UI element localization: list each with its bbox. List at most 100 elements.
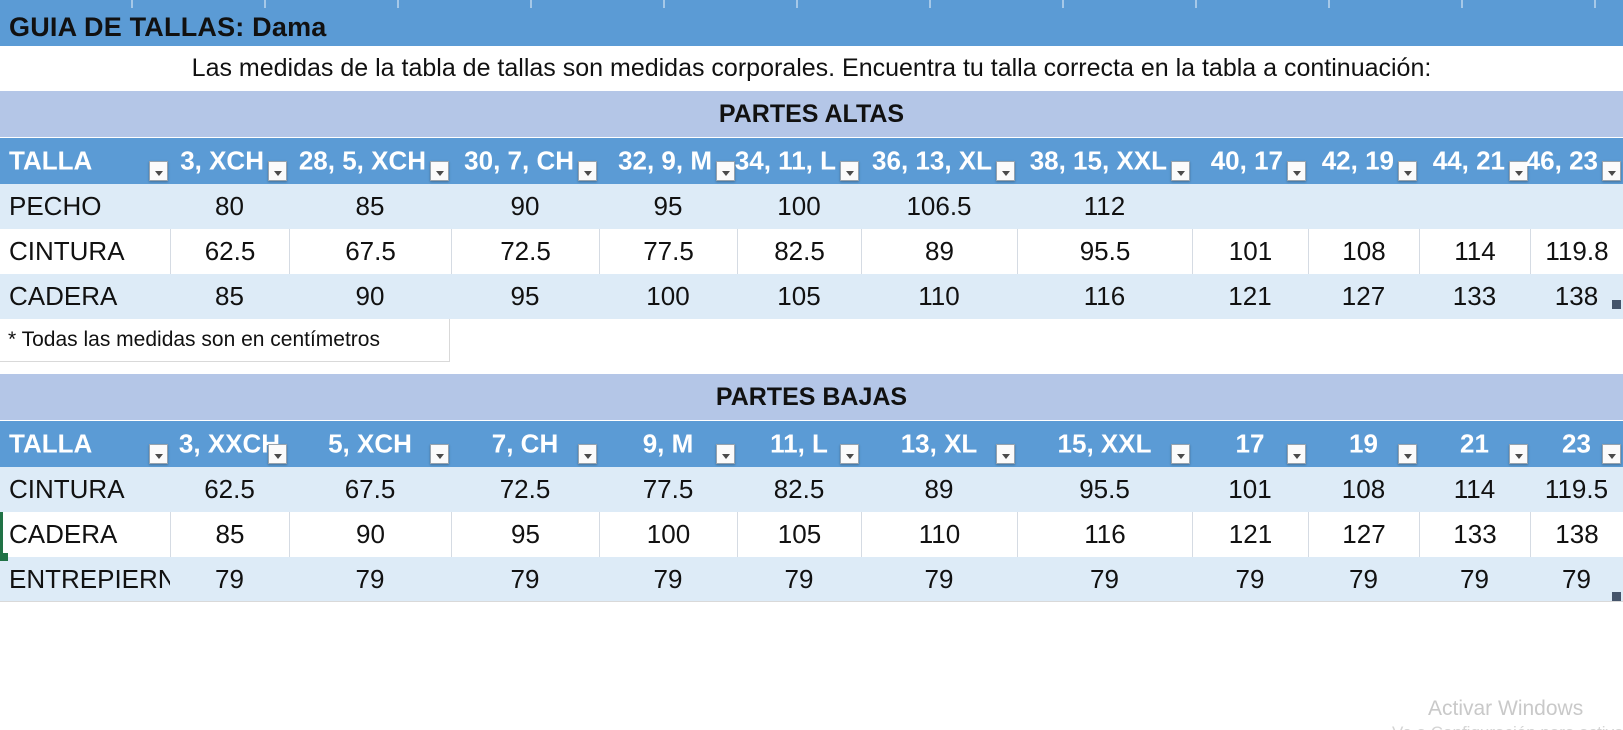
cell[interactable]: 77.5	[642, 474, 694, 504]
table-resize-handle-altas[interactable]	[1612, 300, 1621, 309]
column-header[interactable]: 23	[1530, 421, 1623, 467]
cell[interactable]: 79	[924, 563, 954, 594]
column-header[interactable]: TALLA	[0, 138, 170, 184]
cell[interactable]: 100	[646, 281, 690, 311]
column-header[interactable]: 17	[1192, 421, 1308, 467]
section-title-partes-altas[interactable]: PARTES ALTAS	[0, 91, 1623, 138]
cell[interactable]: 72.5	[499, 474, 551, 504]
cell[interactable]: 79	[510, 563, 540, 594]
cell[interactable]: 114	[1419, 229, 1530, 274]
row-label[interactable]: CINTURA	[9, 474, 125, 504]
cell[interactable]: 105	[737, 512, 861, 557]
cell[interactable]: 95	[510, 281, 540, 311]
row-label[interactable]: CADERA	[9, 281, 118, 311]
cell[interactable]: 79	[653, 563, 683, 594]
cell[interactable]: 133	[1419, 512, 1530, 557]
cell[interactable]: 119.5	[1544, 474, 1609, 504]
filter-dropdown-button[interactable]	[1509, 161, 1528, 181]
cell[interactable]: 114	[1453, 474, 1496, 504]
cell[interactable]: 95.5	[1079, 474, 1130, 504]
filter-dropdown-button[interactable]	[1398, 161, 1417, 181]
filter-dropdown-button[interactable]	[716, 444, 735, 464]
filter-dropdown-button[interactable]	[1171, 444, 1190, 464]
filter-dropdown-button[interactable]	[268, 161, 287, 181]
footnote-cell[interactable]: * Todas las medidas son en centímetros	[0, 319, 450, 362]
row-label[interactable]: PECHO	[9, 191, 102, 221]
filter-dropdown-button[interactable]	[716, 161, 735, 181]
cell[interactable]: 89	[924, 474, 954, 504]
cell[interactable]: 80	[215, 191, 244, 221]
cell[interactable]	[1192, 184, 1308, 229]
cell[interactable]: 108	[1341, 474, 1386, 504]
cell[interactable]: 79	[784, 563, 814, 594]
cell[interactable]: 85	[355, 191, 385, 221]
cell[interactable]: 100	[777, 191, 821, 221]
column-header[interactable]: 30, 7, CH	[451, 138, 599, 184]
filter-dropdown-button[interactable]	[578, 161, 597, 181]
cell[interactable]: 90	[355, 281, 385, 311]
cell[interactable]: 72.5	[451, 229, 599, 274]
cell[interactable]: 90	[510, 191, 540, 221]
filter-dropdown-button[interactable]	[996, 444, 1015, 464]
cell[interactable]: 95	[451, 512, 599, 557]
column-header[interactable]: 11, L	[737, 421, 861, 467]
cell[interactable]: 121	[1228, 281, 1272, 311]
cell[interactable]: 138	[1554, 281, 1599, 311]
cell[interactable]: 82.5	[737, 229, 861, 274]
column-header[interactable]: 3, XXCH	[170, 421, 289, 467]
cell[interactable]: 110	[918, 281, 960, 311]
cell[interactable]	[1308, 184, 1419, 229]
cell[interactable]: 79	[1460, 563, 1489, 594]
cell[interactable]: 79	[355, 563, 385, 594]
cell[interactable]	[1530, 184, 1623, 229]
cell[interactable]: 95	[653, 191, 683, 221]
filter-dropdown-button[interactable]	[1509, 444, 1528, 464]
cell[interactable]	[1419, 184, 1530, 229]
cell[interactable]: 101	[1228, 474, 1272, 504]
cell[interactable]: 90	[289, 512, 451, 557]
column-header[interactable]: 40, 17	[1192, 138, 1308, 184]
filter-dropdown-button[interactable]	[996, 161, 1015, 181]
column-header[interactable]: TALLA	[0, 421, 170, 467]
row-label[interactable]: CINTURA	[9, 236, 125, 266]
cell[interactable]: 105	[777, 281, 821, 311]
filter-dropdown-button[interactable]	[268, 444, 287, 464]
filter-dropdown-button[interactable]	[1171, 161, 1190, 181]
cell[interactable]: 101	[1192, 229, 1308, 274]
cell[interactable]: 85	[170, 512, 289, 557]
cell[interactable]: 110	[861, 512, 1017, 557]
cell[interactable]: 133	[1452, 281, 1497, 311]
cell[interactable]: 62.5	[204, 474, 255, 504]
sheet-title-cell[interactable]: GUIA DE TALLAS: Dama	[0, 8, 1623, 46]
cell[interactable]: 116	[1083, 281, 1126, 311]
column-header[interactable]: 5, XCH	[289, 421, 451, 467]
column-header[interactable]: 7, CH	[451, 421, 599, 467]
description-cell[interactable]: Las medidas de la tabla de tallas son me…	[0, 46, 1623, 91]
cell[interactable]: 67.5	[289, 229, 451, 274]
row-label[interactable]: ENTREPIERNA	[9, 563, 170, 594]
cell[interactable]: 79	[1235, 563, 1265, 594]
cell[interactable]: 89	[861, 229, 1017, 274]
cell[interactable]: 119.8	[1530, 229, 1623, 274]
cell[interactable]: 127	[1341, 281, 1386, 311]
cell[interactable]: 67.5	[344, 474, 396, 504]
cell[interactable]: 112	[1083, 191, 1126, 221]
column-header[interactable]: 21	[1419, 421, 1530, 467]
column-header[interactable]: 36, 13, XL	[861, 138, 1017, 184]
filter-dropdown-button[interactable]	[1602, 444, 1621, 464]
column-header[interactable]: 15, XXL	[1017, 421, 1192, 467]
filter-dropdown-button[interactable]	[430, 444, 449, 464]
column-header[interactable]: 32, 9, M	[599, 138, 737, 184]
cell[interactable]: 79	[215, 563, 244, 594]
column-header[interactable]: 44, 21	[1419, 138, 1530, 184]
cell[interactable]: 79	[1562, 563, 1591, 594]
cell[interactable]: 82.5	[773, 474, 825, 504]
cell[interactable]: 138	[1530, 512, 1623, 557]
table-resize-handle-bajas[interactable]	[1612, 592, 1621, 601]
column-header[interactable]: 9, M	[599, 421, 737, 467]
filter-dropdown-button[interactable]	[840, 161, 859, 181]
filter-dropdown-button[interactable]	[149, 444, 168, 464]
filter-dropdown-button[interactable]	[430, 161, 449, 181]
column-header[interactable]: 19	[1308, 421, 1419, 467]
column-header[interactable]: 42, 19	[1308, 138, 1419, 184]
